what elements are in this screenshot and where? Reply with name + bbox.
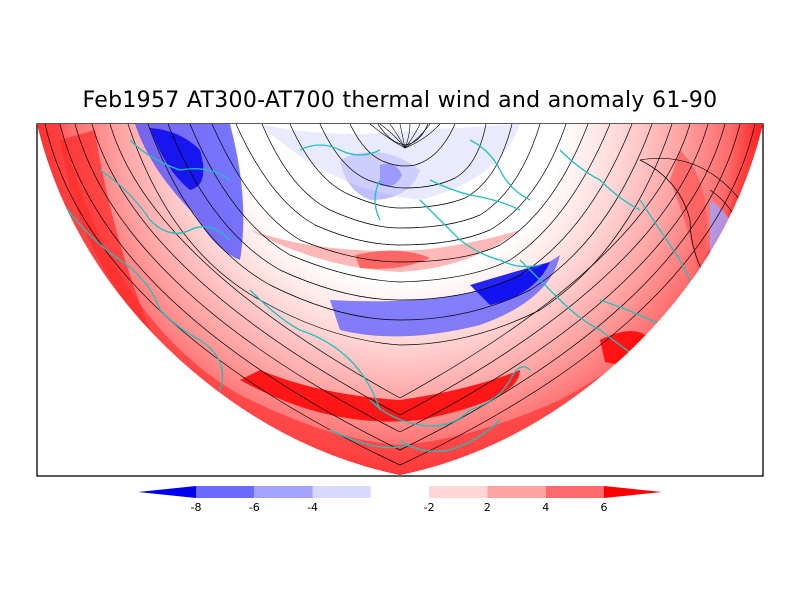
pole-streamlines: [369, 123, 441, 149]
colorbar-box: [370, 486, 430, 498]
map-title: Feb1957 AT300-AT700 thermal wind and ano…: [82, 88, 718, 113]
colorbar-tick-label: -4: [307, 501, 318, 514]
colorbar-tick-label: -2: [424, 501, 435, 514]
colorbar-box: [487, 486, 546, 498]
colorbar-box: [196, 486, 255, 498]
colorbar-box: [429, 486, 488, 498]
thermal-wind-streamlines: [44, 124, 756, 466]
colorbar-tick-label: 4: [542, 501, 549, 514]
colorbar-tick-label: -6: [249, 501, 260, 514]
colorbar-arrow-low: [138, 486, 196, 498]
colorbar-box: [254, 486, 313, 498]
coastlines: [59, 139, 701, 452]
colorbar-arrow-high: [604, 486, 662, 498]
colorbar-tick-label: 2: [484, 501, 491, 514]
colorbar-box: [312, 486, 371, 498]
colorbar-tick-label: -8: [191, 501, 202, 514]
colorbar-tick-label: 6: [601, 501, 608, 514]
colorbar-box: [545, 486, 604, 498]
